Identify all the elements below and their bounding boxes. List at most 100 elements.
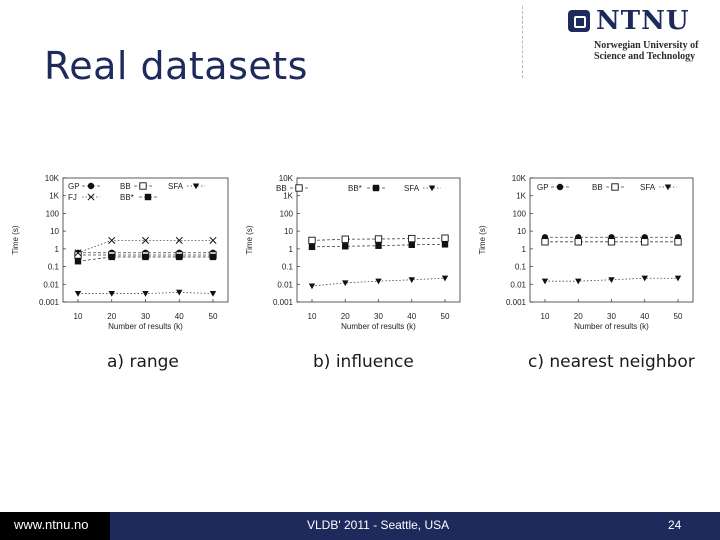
x-tick-label: 40 (640, 312, 649, 321)
data-point (674, 275, 682, 282)
data-point (408, 277, 415, 283)
legend-marker (192, 183, 200, 190)
chart-panel-2: 0.001 0.01 0.1 1 10 100 1K 10K 10 20 30 40 50 Number … (245, 174, 461, 331)
data-point (308, 283, 316, 290)
x-tick-label: 10 (308, 312, 317, 321)
legend-marker (428, 185, 436, 192)
data-point (142, 253, 149, 261)
legend-label: GP (537, 183, 549, 192)
y-tick-label: 10 (517, 227, 526, 236)
y-tick-label: 10K (45, 174, 60, 183)
x-axis-label: Number of results (k) (574, 322, 649, 331)
charts-canvas: 0.001 0.01 0.1 1 10 100 1K 10K 10 20 30 40 50 Number … (11, 174, 694, 331)
y-tick-label: 0.001 (273, 298, 294, 307)
data-point (541, 238, 549, 246)
y-tick-label: 0.01 (510, 280, 526, 289)
data-point (209, 253, 217, 261)
data-point (541, 278, 549, 285)
legend-label: BB* (348, 184, 362, 193)
legend-label: FJ (68, 193, 77, 202)
y-tick-label: 0.01 (277, 280, 293, 289)
data-point (441, 275, 449, 282)
logo-divider (522, 6, 523, 78)
x-tick-label: 30 (141, 312, 150, 321)
data-point (408, 241, 415, 248)
data-point (142, 290, 149, 297)
data-point (74, 249, 82, 257)
data-point (674, 238, 682, 246)
x-tick-label: 20 (341, 312, 350, 321)
data-point (641, 275, 648, 282)
footer-bar: www.ntnu.no VLDB' 2011 - Seattle, USA 24 (0, 512, 720, 540)
legend-label: SFA (640, 183, 656, 192)
footer-event: VLDB' 2011 - Seattle, USA (307, 518, 450, 532)
data-point (342, 243, 349, 250)
footer-url[interactable]: www.ntnu.no (14, 517, 89, 532)
series-bb-star (74, 253, 217, 265)
x-tick-label: 30 (374, 312, 383, 321)
data-point (74, 258, 82, 265)
legend-label: BB* (120, 193, 134, 202)
data-point (574, 238, 582, 246)
y-tick-label: 0.1 (515, 263, 527, 272)
data-point (342, 280, 349, 287)
data-point (108, 236, 116, 244)
legend-marker (372, 184, 380, 192)
series-sfa (541, 275, 682, 285)
y-tick-label: 0.1 (48, 263, 60, 272)
legend-marker (556, 183, 564, 191)
x-tick-label: 50 (674, 312, 683, 321)
logo-subtitle-line2: Science and Technology (594, 51, 696, 62)
series-bb (308, 234, 449, 245)
data-point (375, 242, 382, 249)
caption-influence: b) influence (313, 352, 414, 372)
y-tick-label: 1 (522, 245, 527, 254)
data-point (74, 290, 82, 297)
data-point (108, 253, 115, 261)
data-point (141, 236, 150, 244)
x-tick-label: 30 (607, 312, 616, 321)
data-point (341, 235, 349, 243)
series-sfa (74, 289, 217, 297)
legend-marker (144, 193, 152, 201)
data-point (108, 290, 115, 297)
y-tick-label: 100 (46, 209, 60, 218)
x-tick-label: 10 (541, 312, 550, 321)
legend-marker (295, 184, 303, 192)
y-tick-label: 0.01 (43, 280, 59, 289)
x-tick-label: 40 (175, 312, 184, 321)
legend-marker (87, 182, 95, 190)
legend-marker (611, 183, 619, 191)
y-tick-label: 1K (49, 192, 59, 201)
data-point (408, 234, 416, 243)
legend-label: BB (592, 183, 603, 192)
x-axis-label: Number of results (k) (108, 322, 183, 331)
legend-label: SFA (168, 182, 184, 191)
legend-label: BB (120, 182, 131, 191)
y-tick-label: 10K (512, 174, 527, 183)
data-point (308, 236, 316, 245)
x-tick-label: 50 (209, 312, 218, 321)
logo-name: NTNU (596, 6, 690, 36)
legend-label: GP (68, 182, 80, 191)
logo-mark-icon (568, 10, 590, 32)
x-tick-label: 50 (441, 312, 450, 321)
footer-url-box: www.ntnu.no (0, 512, 110, 540)
caption-nearest-neighbor: c) nearest neighbor (528, 352, 695, 372)
x-tick-label: 20 (107, 312, 116, 321)
y-tick-label: 10 (284, 227, 293, 236)
y-axis-label: Time (s) (245, 225, 254, 254)
legend-label: SFA (404, 184, 420, 193)
y-tick-label: 0.1 (282, 263, 294, 272)
data-point (209, 290, 217, 297)
series-sfa (308, 275, 449, 290)
data-point (441, 241, 449, 248)
y-tick-label: 1 (55, 245, 60, 254)
chart-panel-1: 0.001 0.01 0.1 1 10 100 1K 10K 10 20 30 40 50 Number … (11, 174, 229, 331)
data-point (607, 238, 616, 246)
x-axis-label: Number of results (k) (341, 322, 416, 331)
y-axis-label: Time (s) (11, 225, 20, 254)
data-point (374, 235, 383, 243)
x-tick-label: 10 (74, 312, 83, 321)
y-tick-label: 10 (50, 227, 59, 236)
